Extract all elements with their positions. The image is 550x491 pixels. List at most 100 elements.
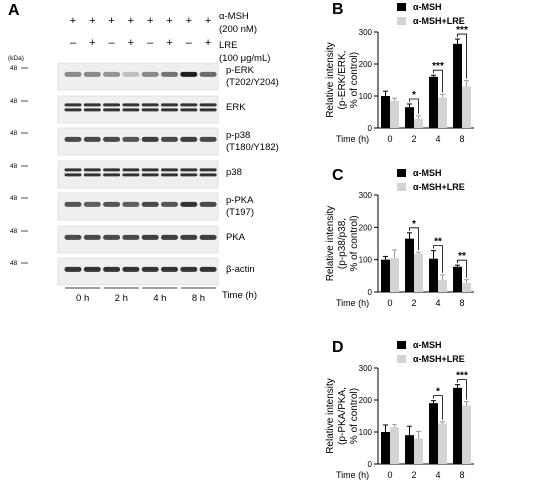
protein-band xyxy=(180,136,198,142)
y-tick-label: 200 xyxy=(359,396,373,405)
significance-bracket xyxy=(433,69,443,93)
protein-band xyxy=(64,234,82,240)
bar xyxy=(453,387,462,464)
y-axis-label: % of control) xyxy=(349,215,360,271)
marker-label: 48 xyxy=(10,260,18,267)
marker-label: 48 xyxy=(10,228,18,235)
blot-row: 48 PKA xyxy=(10,225,246,254)
protein-band xyxy=(64,173,82,177)
significance-bracket xyxy=(433,395,443,420)
legend-label: α-MSH xyxy=(413,340,442,350)
y-tick-label: 0 xyxy=(368,288,373,297)
protein-band xyxy=(103,71,121,77)
protein-band xyxy=(199,234,217,240)
x-tick-label: 4 xyxy=(435,134,440,144)
protein-band xyxy=(199,103,217,107)
x-tick-label: 8 xyxy=(459,298,464,308)
protein-band xyxy=(199,136,217,142)
blot-row: 48 ERK xyxy=(10,95,246,124)
y-axis-label: Relative intensity xyxy=(325,378,336,454)
protein-band xyxy=(64,71,82,77)
x-tick-label: 0 xyxy=(387,470,392,480)
protein-band xyxy=(103,108,121,112)
y-axis-label: (p-PKA/PKA, xyxy=(337,387,348,445)
protein-band xyxy=(161,173,178,177)
protein-band xyxy=(199,266,217,272)
blot-rows: 48 p-ERK(T202/Y204) 48 ERK 48 p-p38(T180/Y182… xyxy=(10,62,279,286)
bar xyxy=(438,279,447,292)
protein-band xyxy=(161,266,178,272)
treatment-sign: + xyxy=(166,37,172,49)
protein-band xyxy=(161,103,178,107)
time-group-label: 4 h xyxy=(153,293,166,304)
time-axis-label: Time (h) xyxy=(222,290,257,301)
y-tick-label: 300 xyxy=(359,191,373,200)
protein-band xyxy=(122,136,140,142)
marker-label: 48 xyxy=(10,65,18,72)
marker-label: 48 xyxy=(10,98,18,105)
significance-bracket xyxy=(457,259,467,278)
x-tick-label: 2 xyxy=(411,298,416,308)
time-group-label: 2 h xyxy=(115,293,128,304)
protein-band xyxy=(64,108,82,112)
lre-dose: (100 μg/mL) xyxy=(219,53,270,64)
protein-band xyxy=(83,234,101,240)
blot-label: p-p38 xyxy=(226,130,250,141)
treatment-sign: + xyxy=(186,15,192,27)
protein-band xyxy=(199,168,217,172)
bar xyxy=(381,259,390,292)
protein-band xyxy=(122,173,140,177)
protein-band xyxy=(199,71,217,77)
protein-band xyxy=(199,201,217,207)
protein-band xyxy=(83,201,101,207)
bar xyxy=(414,438,423,464)
protein-band xyxy=(83,103,101,107)
protein-band xyxy=(64,201,82,207)
protein-band xyxy=(64,168,82,172)
y-tick-label: 100 xyxy=(359,256,373,265)
significance-bracket xyxy=(433,245,443,273)
significance-label: * xyxy=(412,90,416,101)
protein-band xyxy=(161,71,178,77)
bar xyxy=(453,266,462,292)
msh-dose: (200 nM) xyxy=(219,24,257,35)
marker-label: 48 xyxy=(10,195,18,202)
significance-label: *** xyxy=(456,371,468,382)
bar xyxy=(405,238,414,292)
x-axis-label: Time (h) xyxy=(336,134,369,144)
bar xyxy=(429,76,438,128)
protein-band xyxy=(103,168,121,172)
bar xyxy=(390,100,399,128)
protein-band xyxy=(141,103,159,107)
significance-label: *** xyxy=(432,61,444,72)
time-group-label: 8 h xyxy=(192,293,205,304)
protein-band xyxy=(122,103,140,107)
protein-band xyxy=(161,168,178,172)
x-tick-label: 4 xyxy=(435,470,440,480)
protein-band xyxy=(83,71,101,77)
protein-band xyxy=(122,201,140,207)
protein-band xyxy=(180,103,198,107)
treatment-sign: + xyxy=(205,15,211,27)
y-axis-label: Relative intensity xyxy=(325,206,336,282)
legend-label: α-MSH xyxy=(413,168,442,178)
treatment-sign: – xyxy=(70,37,77,49)
significance-label: * xyxy=(412,219,416,230)
protein-band xyxy=(64,136,82,142)
treatment-sign: – xyxy=(147,37,154,49)
blot-label: β-actin xyxy=(226,264,255,275)
protein-band xyxy=(141,201,159,207)
panel-a-letter: A xyxy=(8,2,20,19)
bar xyxy=(405,435,414,464)
bar xyxy=(462,282,471,292)
protein-band xyxy=(122,108,140,112)
x-axis-label: Time (h) xyxy=(336,298,369,308)
protein-band xyxy=(83,266,101,272)
time-group-label: 0 h xyxy=(76,293,89,304)
protein-band xyxy=(103,103,121,107)
protein-band xyxy=(141,71,159,77)
lre-treatment-row: LRE (100 μg/mL) – + – + – + – + xyxy=(70,37,270,64)
